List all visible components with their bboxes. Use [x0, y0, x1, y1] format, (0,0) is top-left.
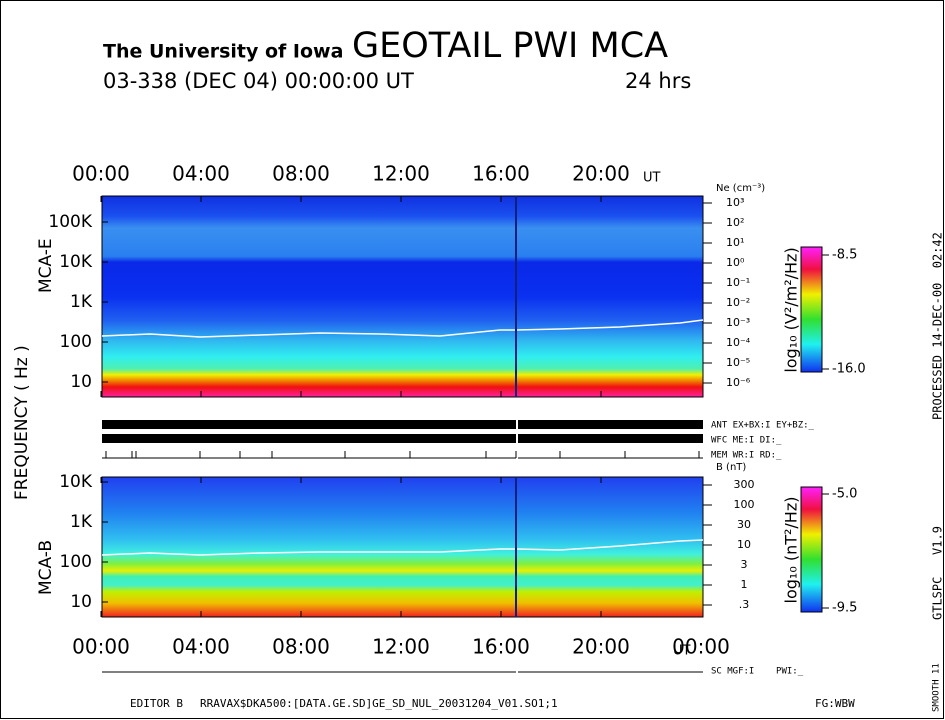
- colorbar-min: -9.5: [832, 601, 857, 616]
- colorbar-max: -8.5: [832, 248, 857, 263]
- status-bar: [102, 434, 516, 443]
- time-label: 12:00: [372, 162, 430, 186]
- right-label: 3: [741, 558, 748, 571]
- status-label: WFC ME:I DI:_: [711, 436, 782, 446]
- colorbar-b: [800, 486, 823, 613]
- time-label: 12:00: [372, 635, 430, 659]
- right-axis-title: Ne (cm⁻³): [716, 183, 765, 194]
- right-label: 10³: [726, 196, 744, 209]
- time-unit: UT: [643, 171, 661, 186]
- right-label: 1: [741, 578, 748, 591]
- time-label: 00:00: [672, 635, 730, 659]
- status-bar: [102, 420, 516, 429]
- version: GTLSPC V1.9: [931, 526, 945, 620]
- freq-label: 1K: [70, 512, 93, 532]
- time-label: 00:00: [72, 635, 130, 659]
- right-label: 300: [734, 478, 755, 491]
- plasma-line: [101, 319, 704, 338]
- title: GEOTAIL PWI MCA: [352, 26, 668, 66]
- colorbar-min: -16.0: [832, 362, 866, 377]
- right-label: 10²: [726, 216, 744, 229]
- right-label: 10⁻⁴: [726, 336, 751, 349]
- panel-name: MCA-E: [36, 238, 56, 293]
- freq-label: 10K: [59, 472, 93, 492]
- right-label: 100: [734, 498, 755, 511]
- processed: PROCESSED 14-DEC-00 02:42: [931, 232, 945, 420]
- institution: The University of Iowa: [103, 41, 343, 63]
- spectrogram-e: [101, 195, 704, 398]
- colorbar-max: -5.0: [832, 487, 857, 502]
- time-label: 04:00: [172, 635, 230, 659]
- status-label: ANT EX+BX:I EY+BZ:_: [711, 421, 815, 431]
- status-bar: [518, 420, 703, 429]
- time-label: 04:00: [172, 162, 230, 186]
- footer-fg: FG:WBW: [815, 697, 855, 710]
- time-label: 16:00: [472, 635, 530, 659]
- time-label: 16:00: [472, 162, 530, 186]
- right-label: 10⁻²: [726, 296, 750, 309]
- right-label: 30: [737, 518, 751, 531]
- status-ticks: [105, 451, 700, 458]
- date: 03-338 (DEC 04) 00:00:00 UT: [103, 69, 414, 93]
- right-label: 10⁻⁵: [726, 356, 750, 369]
- right-label: .3: [739, 598, 750, 611]
- time-label: 20:00: [572, 635, 630, 659]
- freq-label: 100K: [48, 212, 92, 232]
- right-label: 10⁰: [726, 256, 745, 269]
- freq-label: 1K: [70, 292, 93, 312]
- time-label: 20:00: [572, 162, 630, 186]
- time-unit: UT: [673, 644, 691, 659]
- duration: 24 hrs: [625, 69, 691, 93]
- footer-file: RRAVAX$DKA500:[DATA.GE.SD]GE_SD_NUL_2003…: [200, 697, 558, 710]
- right-axis-title: B (nT): [716, 462, 746, 473]
- right-label: 10⁻¹: [726, 276, 750, 289]
- time-label: 08:00: [272, 162, 330, 186]
- freq-label: 100: [60, 552, 92, 572]
- time-label: 00:00: [72, 162, 130, 186]
- right-label: 10⁻³: [726, 316, 750, 329]
- right-label: 10¹: [726, 236, 744, 249]
- right-label: 10: [737, 538, 751, 551]
- axis-title: FREQUENCY ( Hz ): [12, 345, 32, 500]
- freq-label: 100: [60, 332, 92, 352]
- freq-label: 10K: [59, 252, 93, 272]
- colorbar-title: log₁₀ (nT²/Hz): [782, 497, 801, 604]
- time-label: 08:00: [272, 635, 330, 659]
- smooth: SMOOTH 11: [932, 663, 942, 712]
- colorbar-e: [800, 246, 823, 373]
- footer-editor: EDITOR B: [130, 697, 183, 710]
- freq-label: 10: [70, 592, 92, 612]
- panel-name: MCA-B: [36, 540, 56, 595]
- right-label: 10⁻⁶: [726, 376, 751, 389]
- status-label: MEM WR:I RD:_: [711, 451, 782, 461]
- colorbar-title: log₁₀ (V²/m²/Hz): [782, 247, 801, 372]
- freq-label: 10: [70, 372, 92, 392]
- status-bar: [518, 434, 703, 443]
- bottom-status: SC MGF:I PWI:_: [711, 667, 804, 677]
- gyro-line: [101, 539, 704, 556]
